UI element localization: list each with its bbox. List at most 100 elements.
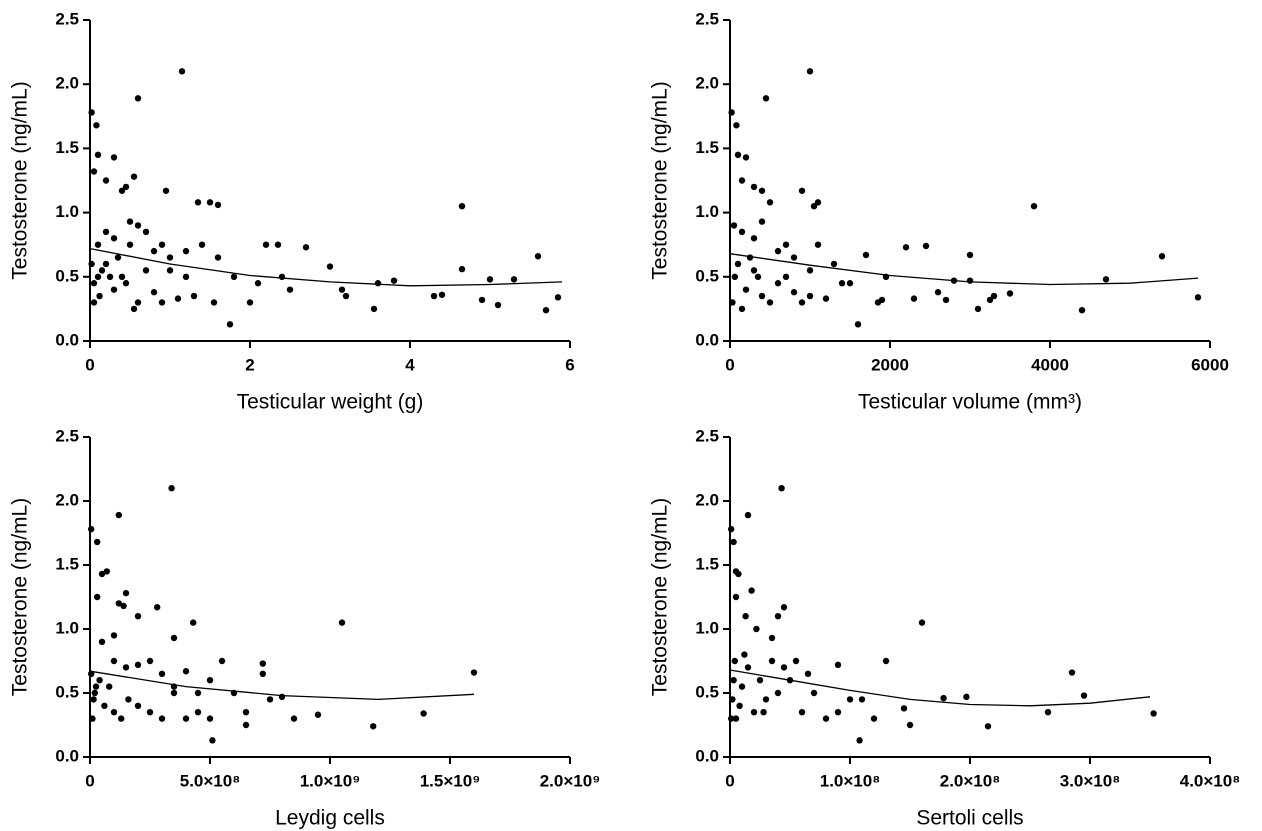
x-tick-label: 0 xyxy=(725,771,734,790)
data-point xyxy=(182,668,190,675)
data-point xyxy=(162,187,170,194)
data-point xyxy=(102,228,110,236)
data-point xyxy=(120,602,127,610)
data-point xyxy=(741,651,748,658)
data-point xyxy=(730,677,737,684)
data-point xyxy=(846,280,854,287)
data-point xyxy=(430,292,438,300)
y-tick-label: 2.0 xyxy=(695,74,719,93)
data-point xyxy=(758,187,766,194)
data-point xyxy=(754,273,762,280)
y-tick-label: 1.5 xyxy=(695,554,719,573)
data-point xyxy=(150,247,158,255)
data-point xyxy=(782,273,790,280)
x-tick-label: 4000 xyxy=(1031,355,1069,374)
data-point xyxy=(134,661,142,669)
data-point xyxy=(736,702,743,709)
data-point xyxy=(190,292,198,300)
data-point xyxy=(390,277,398,284)
data-point xyxy=(206,715,214,722)
y-tick-label: 2.5 xyxy=(695,426,719,445)
y-tick-label: 0.0 xyxy=(55,330,79,349)
data-point xyxy=(1194,294,1202,301)
data-point xyxy=(798,187,806,194)
data-point xyxy=(834,661,842,669)
data-point xyxy=(870,715,878,722)
fit-curve xyxy=(89,247,563,287)
x-tick-label: 2.0×10⁹ xyxy=(540,771,601,790)
y-axis-label: Testosterone (ng/mL) xyxy=(9,81,32,279)
data-point xyxy=(900,705,908,712)
data-point xyxy=(470,669,478,676)
data-point xyxy=(750,183,758,191)
y-axis-label: Testosterone (ng/mL) xyxy=(649,498,672,696)
data-point xyxy=(729,696,736,703)
data-point xyxy=(918,619,926,626)
data-point xyxy=(130,173,138,180)
data-point xyxy=(806,292,814,300)
data-point xyxy=(92,683,100,690)
y-tick-label: 0.0 xyxy=(695,330,719,349)
data-point xyxy=(110,657,118,665)
data-point xyxy=(1006,290,1014,297)
data-point xyxy=(274,241,282,248)
data-point xyxy=(762,95,770,102)
x-tick-label: 4.0×10⁸ xyxy=(1180,771,1241,790)
data-point xyxy=(986,296,994,304)
data-point xyxy=(178,68,186,75)
data-point xyxy=(122,664,130,671)
y-tick-label: 1.0 xyxy=(55,202,79,221)
data-point xyxy=(438,291,446,298)
data-point xyxy=(906,721,914,729)
data-point xyxy=(768,634,776,642)
data-point xyxy=(878,296,886,304)
data-point xyxy=(91,689,99,697)
data-point xyxy=(90,168,98,175)
data-point xyxy=(806,267,814,274)
data-point xyxy=(115,600,123,607)
data-point xyxy=(760,709,767,716)
data-point xyxy=(750,235,758,242)
data-point xyxy=(90,299,98,306)
data-point xyxy=(814,241,822,248)
data-point xyxy=(230,273,238,280)
data-point xyxy=(134,222,142,229)
data-point xyxy=(182,715,190,722)
data-point xyxy=(478,296,486,304)
data-point xyxy=(1102,276,1110,283)
data-point xyxy=(194,199,202,206)
data-point xyxy=(734,151,742,159)
data-point xyxy=(966,277,974,284)
data-point xyxy=(729,299,736,306)
data-point xyxy=(94,241,102,248)
data-point xyxy=(166,254,174,261)
x-axis-label: Leydig cells xyxy=(275,807,385,830)
y-tick-label: 0.5 xyxy=(695,266,719,285)
data-point xyxy=(882,657,890,665)
data-point xyxy=(134,95,142,102)
data-point xyxy=(758,292,766,300)
data-point xyxy=(262,241,270,248)
data-point xyxy=(146,657,154,665)
data-point xyxy=(246,299,254,306)
data-point xyxy=(118,187,126,194)
data-point xyxy=(542,306,550,314)
y-axis-label: Testosterone (ng/mL) xyxy=(649,81,672,279)
data-point xyxy=(182,273,190,280)
data-point xyxy=(122,280,130,287)
data-point xyxy=(134,299,142,306)
data-point xyxy=(158,241,166,248)
fit-curve xyxy=(729,669,1151,707)
data-point xyxy=(486,276,494,283)
data-point xyxy=(134,613,142,620)
data-point xyxy=(209,737,216,744)
data-point xyxy=(206,677,214,684)
data-point xyxy=(780,604,788,611)
y-tick-label: 1.5 xyxy=(55,138,79,157)
data-point xyxy=(854,321,862,328)
data-point xyxy=(834,709,842,716)
y-tick-label: 2.0 xyxy=(55,490,79,509)
data-point xyxy=(758,218,766,225)
data-point xyxy=(910,295,918,302)
